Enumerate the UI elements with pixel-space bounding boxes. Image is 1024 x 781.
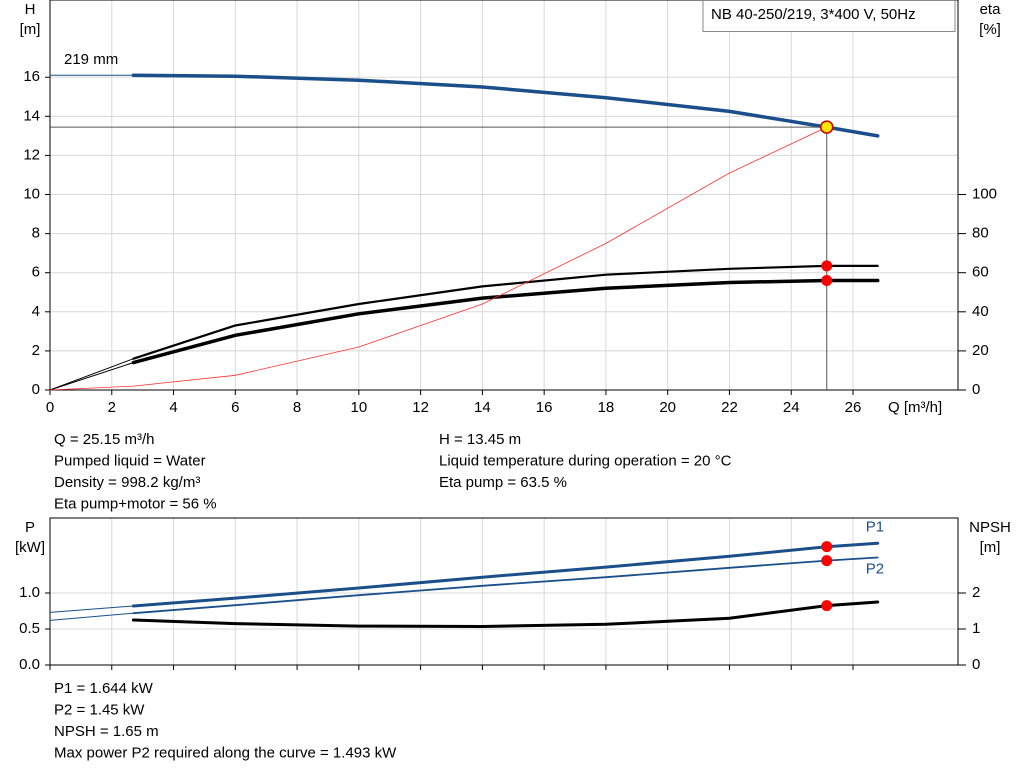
x-tick-label: 12 <box>412 399 429 416</box>
info-text: Pumped liquid = Water <box>54 452 206 469</box>
x-tick-label: 20 <box>659 399 676 416</box>
y-tick-label: 8 <box>32 225 40 242</box>
info-text: Liquid temperature during operation = 20… <box>439 452 732 469</box>
x-tick-label: 24 <box>783 399 800 416</box>
x-tick-label: 4 <box>169 399 177 416</box>
info-text: H = 13.45 m <box>439 431 521 448</box>
x-tick-label: 16 <box>536 399 553 416</box>
curve <box>49 612 134 621</box>
y2-tick-label: 100 <box>972 185 997 202</box>
y2-axis-label: eta <box>980 1 1002 18</box>
curve <box>131 278 880 365</box>
info-text: NPSH = 1.65 m <box>54 723 159 740</box>
y2-axis-label: NPSH <box>969 519 1011 536</box>
x-tick-label: 10 <box>350 399 367 416</box>
operating-point <box>821 541 833 553</box>
y-tick-label: 14 <box>23 107 40 124</box>
y2-tick-label: 60 <box>972 264 989 281</box>
y2-axis-unit: [m] <box>980 539 1001 556</box>
y-tick-label: 1.0 <box>19 584 40 601</box>
y2-tick-label: 80 <box>972 225 989 242</box>
impeller-label: 219 mm <box>64 51 118 68</box>
info-text: P2 = 1.45 kW <box>54 701 145 718</box>
x-axis-label: Q [m³/h] <box>888 399 942 416</box>
y2-tick-label: 2 <box>972 584 980 601</box>
curve <box>49 362 134 391</box>
x-tick-label: 8 <box>293 399 301 416</box>
operating-point <box>821 260 833 272</box>
curve <box>131 600 880 629</box>
y-tick-label: 12 <box>23 146 40 163</box>
x-tick-label: 2 <box>108 399 116 416</box>
x-tick-label: 14 <box>474 399 491 416</box>
y2-tick-label: 20 <box>972 342 989 359</box>
y-tick-label: 10 <box>23 185 40 202</box>
curve-label: P2 <box>866 560 884 577</box>
info-text: Q = 25.15 m³/h <box>54 431 154 448</box>
curve <box>49 126 828 391</box>
y-tick-label: 2 <box>32 342 40 359</box>
curve <box>132 264 879 360</box>
info-text: Eta pump = 63.5 % <box>439 474 567 491</box>
y2-tick-label: 1 <box>972 620 980 637</box>
plot-frame <box>49 517 959 666</box>
info-text: Density = 998.2 kg/m³ <box>54 474 200 491</box>
model-box <box>702 0 956 32</box>
model-label: NB 40-250/219, 3*400 V, 50Hz <box>711 6 916 23</box>
y2-tick-label: 40 <box>972 303 989 320</box>
x-tick-label: 18 <box>598 399 615 416</box>
operating-point <box>821 600 833 612</box>
info-text: Max power P2 required along the curve = … <box>54 744 397 761</box>
operating-point <box>819 120 834 134</box>
operating-point <box>821 275 833 287</box>
y-tick-label: 0.0 <box>19 656 40 673</box>
curve <box>131 541 880 608</box>
operating-point <box>821 555 833 567</box>
y-tick-label: 0 <box>32 381 40 398</box>
y-axis-unit: [m] <box>20 21 41 38</box>
x-tick-label: 26 <box>845 399 862 416</box>
curve <box>49 605 134 613</box>
x-tick-label: 6 <box>231 399 239 416</box>
curve-label: P1 <box>866 518 884 535</box>
plot-frame <box>49 0 959 391</box>
y-axis-label: P <box>25 519 35 536</box>
y-tick-label: 0.5 <box>19 620 40 637</box>
x-tick-label: 22 <box>721 399 738 416</box>
info-text: P1 = 1.644 kW <box>54 680 154 697</box>
y-axis-unit: [kW] <box>15 539 45 556</box>
y-tick-label: 4 <box>32 303 40 320</box>
curve <box>132 556 879 615</box>
curve <box>131 73 880 138</box>
curve <box>49 358 134 391</box>
y2-tick-label: 0 <box>972 381 980 398</box>
y2-axis-unit: [%] <box>979 21 1001 38</box>
x-tick-label: 0 <box>46 399 54 416</box>
info-text: Eta pump+motor = 56 % <box>54 495 217 512</box>
y-axis-label: H <box>25 1 36 18</box>
y-tick-label: 6 <box>32 264 40 281</box>
y-tick-label: 16 <box>23 68 40 85</box>
y2-tick-label: 0 <box>972 656 980 673</box>
